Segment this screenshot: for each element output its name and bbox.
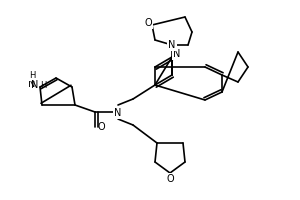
Text: H: H bbox=[40, 80, 46, 90]
Text: O: O bbox=[166, 174, 174, 184]
Text: H: H bbox=[29, 72, 35, 80]
Text: O: O bbox=[144, 18, 152, 28]
Text: O: O bbox=[97, 122, 105, 132]
Text: N: N bbox=[114, 108, 122, 118]
Text: N: N bbox=[28, 79, 36, 89]
Text: N: N bbox=[168, 40, 176, 50]
Text: N: N bbox=[31, 80, 39, 90]
Text: N: N bbox=[173, 49, 181, 59]
